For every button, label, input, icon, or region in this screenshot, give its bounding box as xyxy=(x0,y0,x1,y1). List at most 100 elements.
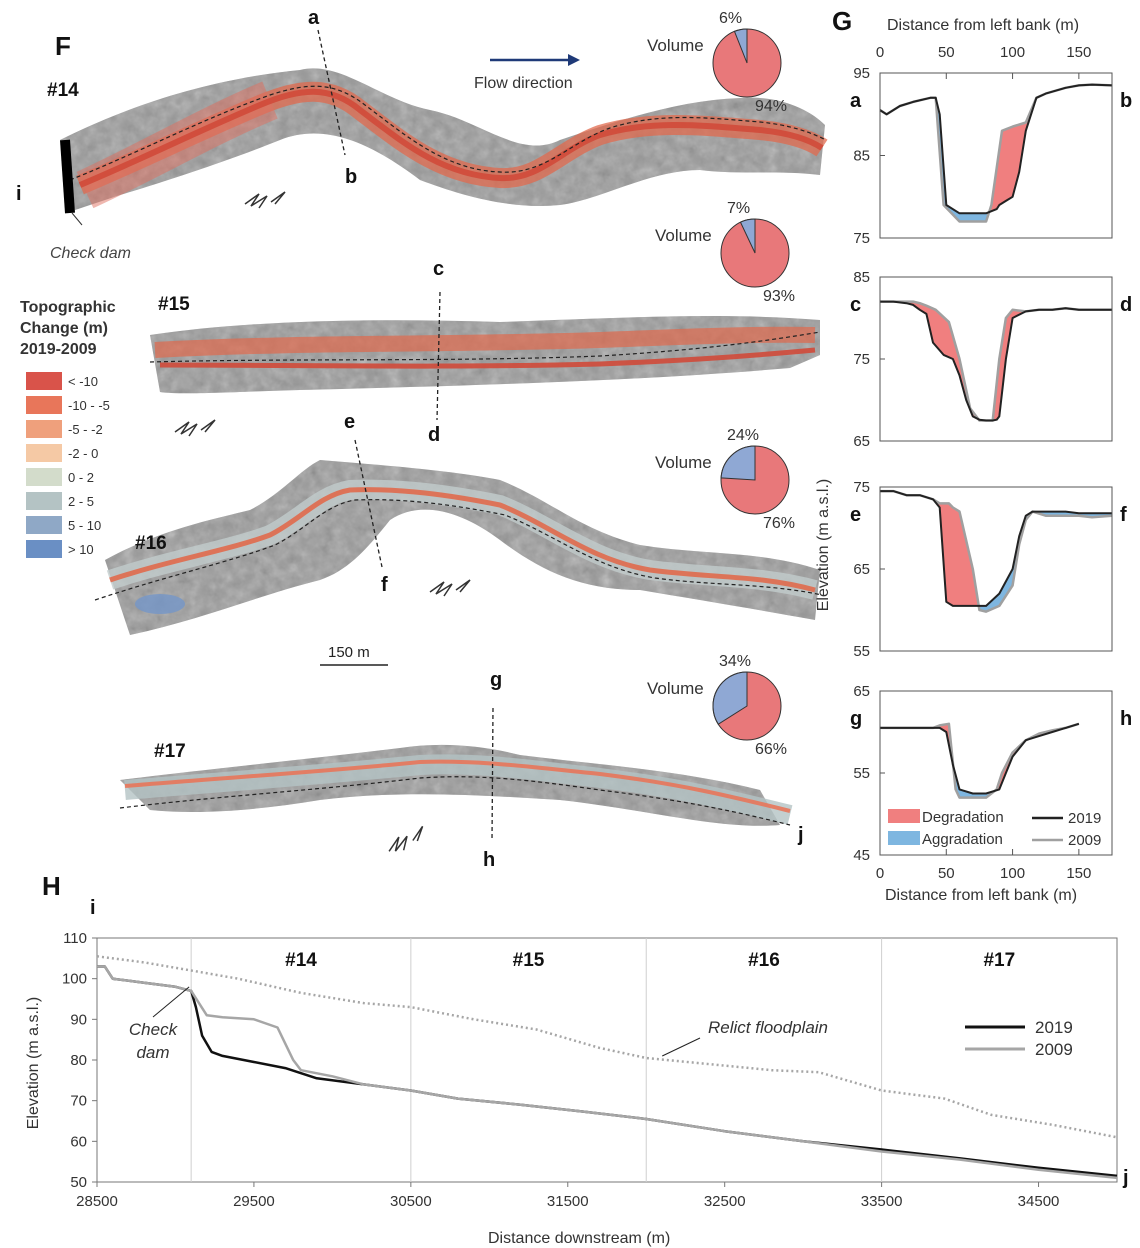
series-line-relict-floodplain xyxy=(96,955,1118,1139)
degradation-area xyxy=(903,301,1024,421)
annotation-check-dam-2: dam xyxy=(136,1043,169,1062)
reach-label-17: #17 xyxy=(154,741,186,762)
y-tick-label: 65 xyxy=(853,433,870,450)
y-tick-label: 55 xyxy=(853,765,870,782)
x-tick-label-top: 150 xyxy=(1066,44,1091,61)
reach-map-16 xyxy=(94,439,823,635)
series-line-2009 xyxy=(97,965,1118,1180)
label-f-map: f xyxy=(381,574,388,596)
check-dam-leader xyxy=(71,212,83,226)
north-arrow-icon xyxy=(429,579,471,597)
north-arrow-icon xyxy=(388,825,424,852)
legend-item-label: -10 - -5 xyxy=(68,398,110,413)
cross-section-g-h: 45 55 65 g h xyxy=(850,683,1132,864)
panel-h-letter: H xyxy=(42,871,61,901)
fill-legend-swatch xyxy=(888,809,920,823)
pie-volume-label: Volume xyxy=(655,453,712,472)
x-tick-label: 34500 xyxy=(1018,1193,1060,1210)
series-2019-line xyxy=(880,490,1112,607)
y-tick-label: 75 xyxy=(853,230,870,247)
panel-f-letter: F xyxy=(55,31,71,61)
degradation-area xyxy=(989,101,1035,212)
long-profile-chart: #14 #15 #16 #17 50 60 70 80 90 100 110 28500 29500 30… xyxy=(62,930,1118,1210)
x-tick-label-top: 50 xyxy=(938,44,955,61)
degradation-area xyxy=(935,500,979,606)
label-c-map: c xyxy=(433,258,444,280)
legend-swatch xyxy=(26,468,62,486)
reach-label-14: #14 xyxy=(47,80,79,101)
label-g-map: g xyxy=(490,669,502,691)
x-tick-label-top: 100 xyxy=(1000,44,1025,61)
annotation-relict-floodplain: Relict floodplain xyxy=(708,1018,828,1037)
g-ylabel: Elevation (m a.s.l.) xyxy=(815,479,832,611)
y-tick-label: 50 xyxy=(70,1174,87,1191)
reach-label: #14 xyxy=(285,950,317,971)
y-tick-label: 110 xyxy=(63,930,87,947)
profile-right-label: d xyxy=(1120,294,1132,316)
x-tick-label-bottom: 100 xyxy=(1000,865,1025,882)
pie-degradation-value: 93% xyxy=(763,288,795,305)
series-2009-line xyxy=(880,489,1113,613)
label-b-map: b xyxy=(345,166,357,188)
y-tick-label: 65 xyxy=(853,683,870,700)
legend-swatch xyxy=(26,420,62,438)
reach-map-14 xyxy=(60,29,828,214)
pie-aggradation-value: 24% xyxy=(727,427,759,444)
legend-item-label: < -10 xyxy=(68,374,98,389)
x-tick-label: 30500 xyxy=(390,1193,432,1210)
pie-volume-label: Volume xyxy=(647,679,704,698)
legend-title-3: 2019-2009 xyxy=(20,341,97,358)
x-tick-label: 28500 xyxy=(76,1193,118,1210)
y-tick-label: 60 xyxy=(70,1133,87,1150)
reach-label: #15 xyxy=(513,950,545,971)
profile-left-label: c xyxy=(850,294,861,316)
legend-swatch xyxy=(26,372,62,390)
legend-item-label: -5 - -2 xyxy=(68,422,103,437)
y-tick-label: 80 xyxy=(70,1052,87,1069)
y-tick-label: 75 xyxy=(853,351,870,368)
north-arrow-icon xyxy=(174,419,216,437)
legend-title-1: Topographic xyxy=(20,299,116,316)
h-ylabel: Elevation (m a.s.l.) xyxy=(25,997,42,1129)
legend-item-label: > 10 xyxy=(68,542,94,557)
pie-volume-label: Volume xyxy=(647,36,704,55)
annotation-leader xyxy=(152,986,190,1018)
pie-degradation-value: 76% xyxy=(763,515,795,532)
x-tick-label-bottom: 0 xyxy=(876,865,884,882)
series-legend-label: 2019 xyxy=(1068,810,1101,827)
reach-map-15 xyxy=(149,291,821,421)
label-h-map: h xyxy=(483,849,495,871)
x-tick-label: 33500 xyxy=(861,1193,903,1210)
legend-title-2: Change (m) xyxy=(20,320,108,337)
pie-degradation-value: 94% xyxy=(755,98,787,115)
reach-label: #16 xyxy=(748,950,780,971)
profile-right-label: f xyxy=(1120,504,1127,526)
h-label-i: i xyxy=(90,897,96,919)
legend-swatch xyxy=(26,396,62,414)
reach-map-17 xyxy=(119,707,793,841)
series-2019-line xyxy=(879,83,1113,215)
scale-label: 150 m xyxy=(328,644,370,661)
profile-left-label: e xyxy=(850,504,861,526)
reach-label: #17 xyxy=(983,950,1015,971)
pie-aggradation-slice xyxy=(712,671,748,725)
legend-item-label: -2 - 0 xyxy=(68,446,98,461)
pie-degradation-value: 66% xyxy=(755,741,787,758)
legend-item-label: 5 - 10 xyxy=(68,518,101,533)
y-tick-label: 70 xyxy=(70,1093,87,1110)
pie-aggradation-value: 34% xyxy=(719,653,751,670)
pie-aggradation-value: 6% xyxy=(719,10,742,27)
annotation-leader xyxy=(662,1037,701,1057)
label-i-map: i xyxy=(16,183,22,205)
series-legend-label: 2009 xyxy=(1068,832,1101,849)
fill-legend-swatch xyxy=(888,831,920,845)
profile-left-label: g xyxy=(850,708,862,730)
x-tick-label-bottom: 150 xyxy=(1066,865,1091,882)
annotation-check-dam-1: Check xyxy=(129,1020,179,1039)
legend-swatch xyxy=(26,540,62,558)
flow-direction-label: Flow direction xyxy=(474,75,573,92)
label-d-map: d xyxy=(428,424,440,446)
plot-frame xyxy=(96,937,1118,1183)
cross-section-panels: 75 85 95 a b 65 75 85 c d 55 65 75 e f 45 55 65 g h 0 50 100 15… xyxy=(850,44,1132,882)
cross-section-c-d: 65 75 85 c d xyxy=(850,269,1132,450)
